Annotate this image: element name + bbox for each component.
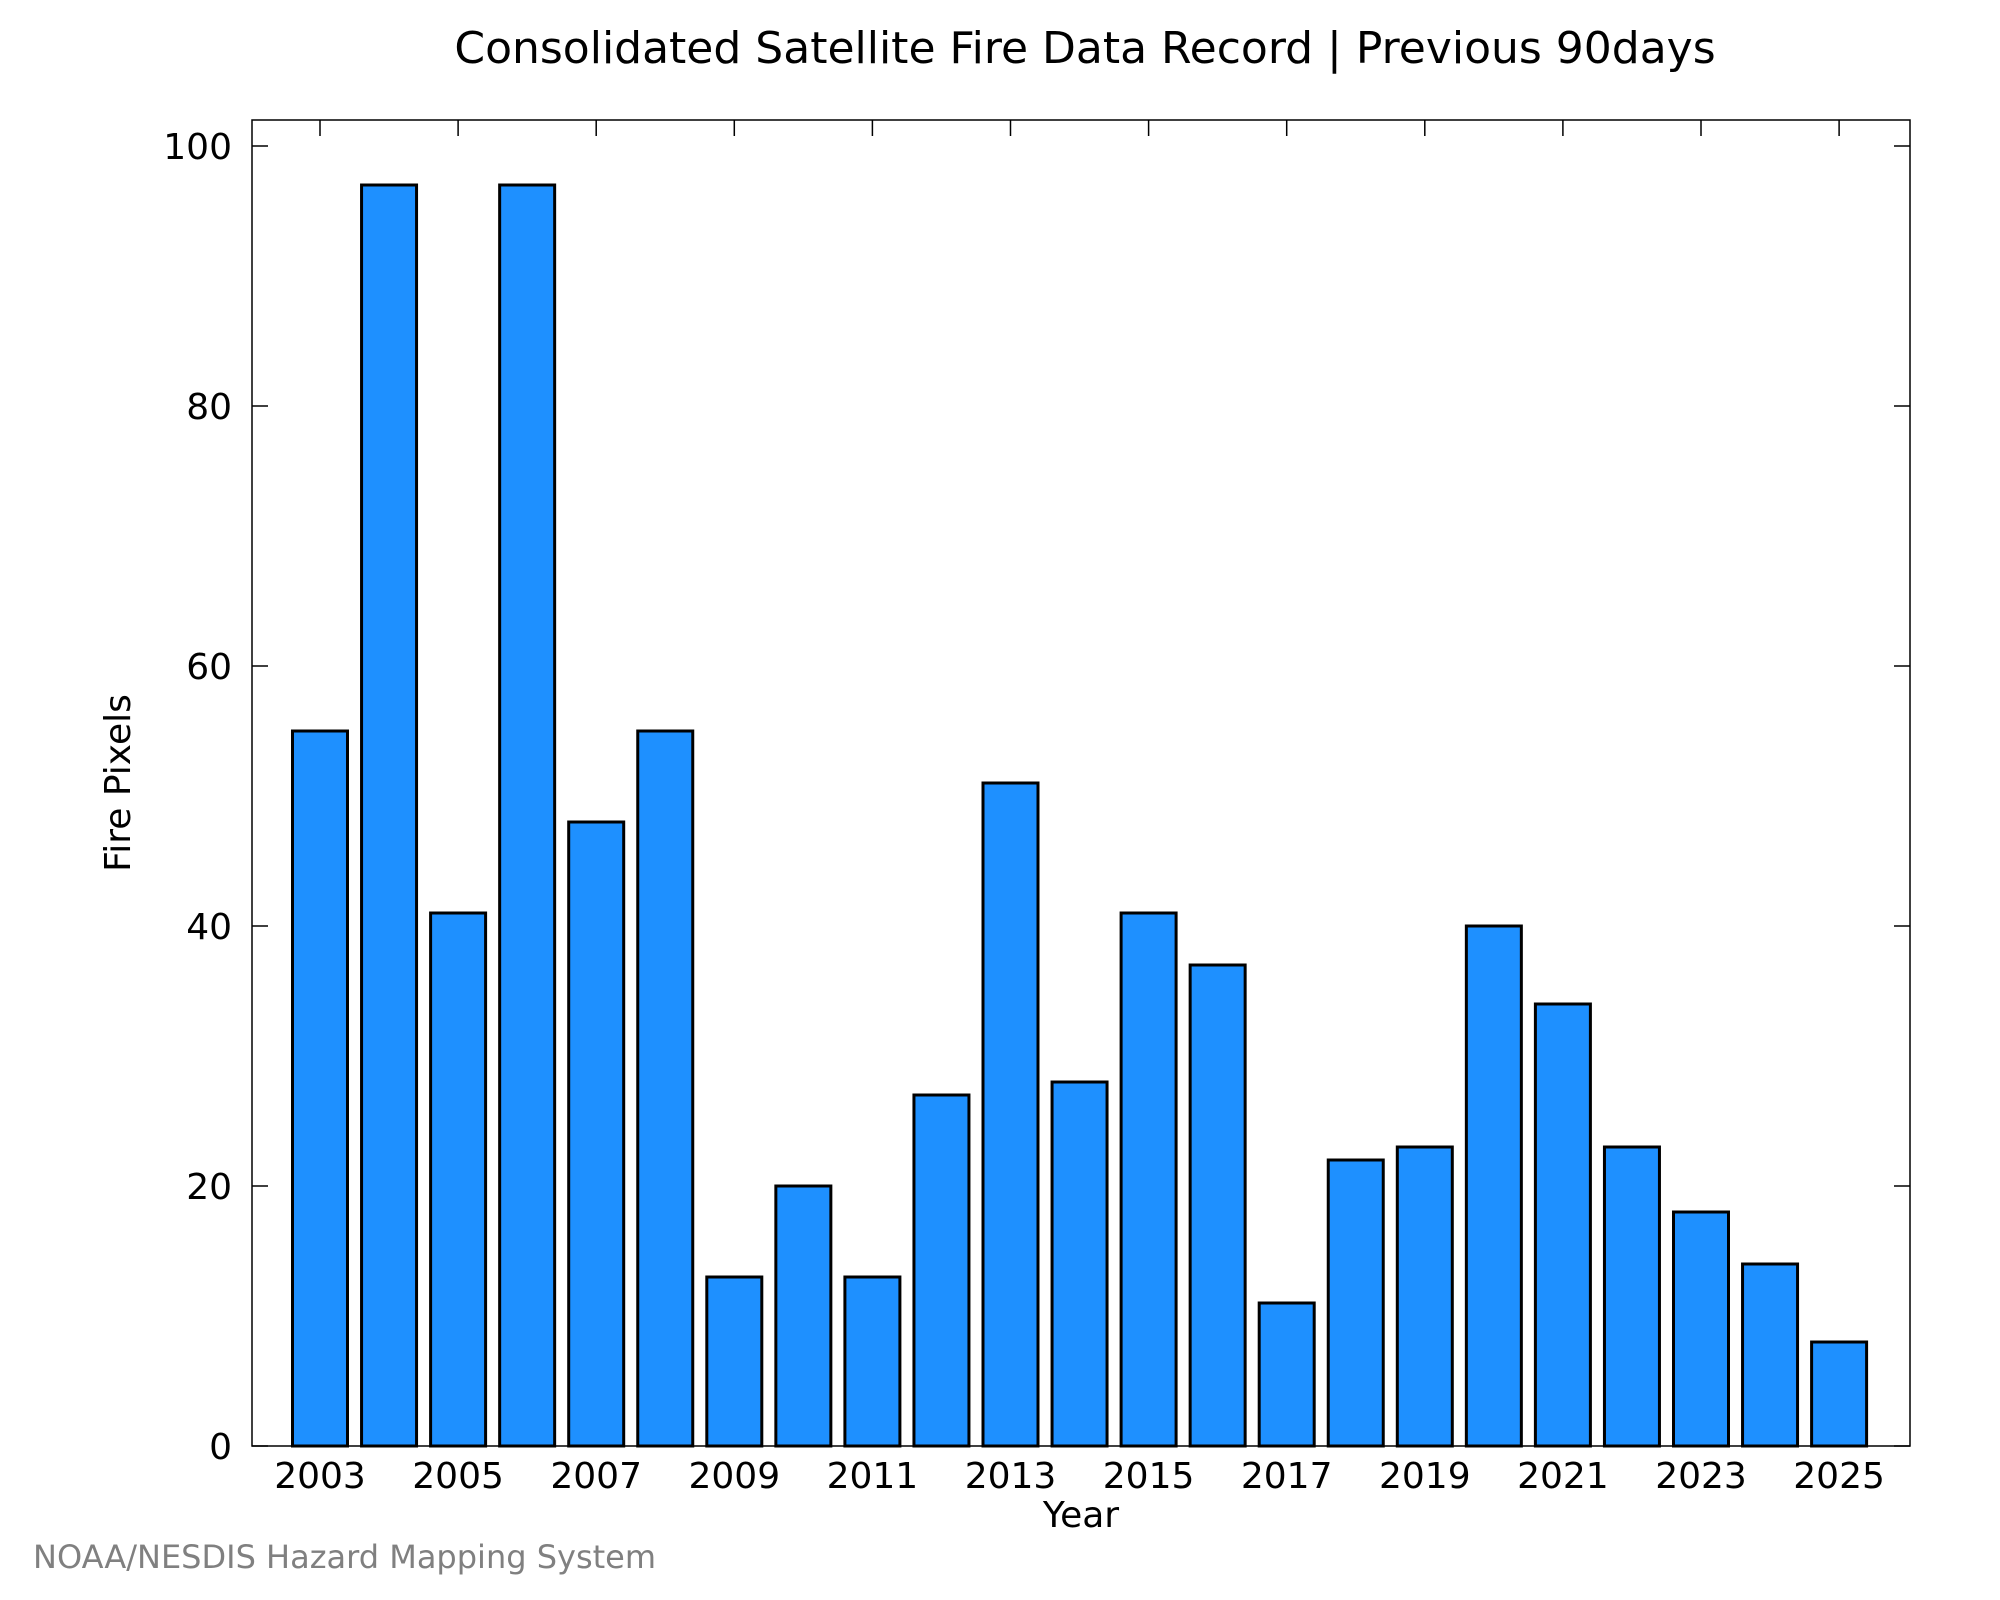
bar-2015 [1119, 911, 1178, 1448]
bar-2016 [1188, 963, 1247, 1448]
bar-2024 [1741, 1262, 1800, 1448]
y-tick-label: 0 [209, 1427, 232, 1468]
y-tick-label: 40 [186, 907, 232, 948]
bar-2008 [636, 729, 695, 1448]
bar-2003 [291, 729, 349, 1448]
bar-2005 [429, 911, 488, 1448]
y-tick-label: 60 [186, 647, 232, 688]
y-tick-label: 100 [163, 127, 232, 168]
x-axis: 2003 2005 2007 2009 2011 2013 2015 2017 2019 2021… [274, 120, 1885, 1497]
x-tick-label: 2023 [1655, 1456, 1747, 1497]
y-tick-label: 80 [186, 387, 232, 428]
x-tick-label: 2025 [1793, 1456, 1885, 1497]
x-tick-label: 2013 [965, 1456, 1057, 1497]
bar-2004 [360, 183, 419, 1448]
x-axis-label: Year [1042, 1495, 1119, 1536]
bar-2012 [912, 1093, 971, 1448]
footer-credit: NOAA/NESDIS Hazard Mapping System [33, 1538, 656, 1576]
x-tick-label: 2021 [1517, 1456, 1609, 1497]
x-tick-label: 2005 [412, 1456, 504, 1497]
bar-2009 [705, 1275, 764, 1448]
y-tick-label: 20 [186, 1167, 232, 1208]
y-axis-label: Fire Pixels [98, 694, 139, 872]
bar-series [291, 183, 1869, 1448]
x-tick-label: 2017 [1241, 1456, 1333, 1497]
bar-2021 [1533, 1002, 1592, 1448]
bar-2007 [567, 820, 626, 1448]
x-tick-label: 2015 [1103, 1456, 1195, 1497]
bar-2020 [1464, 924, 1523, 1448]
bar-2006 [498, 183, 557, 1448]
bar-2018 [1326, 1158, 1385, 1448]
bar-2013 [981, 781, 1040, 1448]
bar-2010 [774, 1184, 833, 1448]
x-tick-label: 2007 [550, 1456, 642, 1497]
x-tick-label: 2009 [688, 1456, 780, 1497]
x-tick-label: 2019 [1379, 1456, 1471, 1497]
x-tick-label: 2011 [827, 1456, 919, 1497]
x-tick-label: 2003 [274, 1456, 366, 1497]
bar-2017 [1257, 1301, 1316, 1448]
bar-2014 [1050, 1080, 1109, 1448]
bar-2022 [1602, 1145, 1661, 1448]
bar-2025 [1810, 1340, 1869, 1448]
bar-2011 [843, 1275, 902, 1448]
bar-2019 [1395, 1145, 1454, 1448]
bar-2023 [1672, 1210, 1730, 1448]
y-axis: 0 20 40 60 80 100 [163, 127, 1910, 1468]
chart-title: Consolidated Satellite Fire Data Record … [454, 23, 1715, 74]
